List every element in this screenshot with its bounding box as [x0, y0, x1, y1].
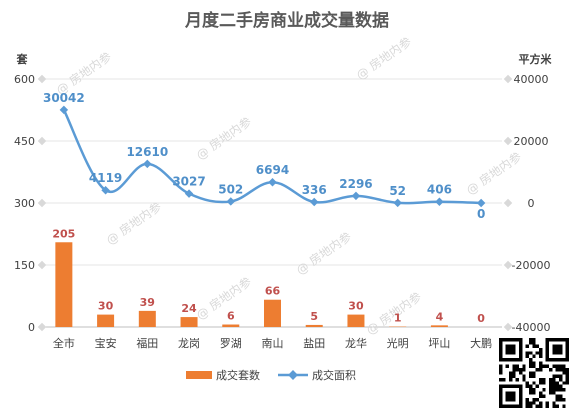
qr-code-icon	[499, 338, 569, 408]
left-tick-label: 600	[14, 73, 35, 86]
line-point	[393, 198, 402, 208]
legend-bar-swatch	[186, 371, 212, 379]
bar-value-label: 39	[140, 296, 155, 309]
bar	[347, 314, 365, 327]
bar-value-label: 30	[348, 300, 364, 313]
line-value-label: 12610	[126, 145, 168, 159]
bar	[138, 310, 156, 327]
category-label: 光明	[387, 336, 409, 350]
left-axis-unit: 套	[17, 52, 29, 66]
line-point	[101, 185, 110, 195]
right-tick-label: -20000	[512, 259, 551, 272]
legend-bar-label: 成交套数	[216, 368, 260, 382]
line-value-label: 52	[389, 184, 406, 198]
line-point	[476, 198, 486, 208]
watermark: @ 房地内参	[353, 34, 414, 83]
line-point	[184, 189, 194, 198]
left-tick-label: 150	[14, 259, 35, 272]
watermark: @ 房地内参	[193, 114, 254, 163]
line-point	[226, 197, 236, 206]
left-tick-marker	[37, 198, 47, 208]
left-tick-marker	[37, 74, 47, 84]
bar-value-label: 5	[310, 310, 318, 323]
bar-value-label: 1	[394, 312, 402, 325]
right-axis-ticks: -40000 -20000 0 20000 40000	[503, 73, 551, 334]
line-value-label: 0	[477, 207, 485, 221]
right-tick-marker	[503, 322, 513, 332]
bar-value-label: 66	[265, 285, 281, 298]
bar	[305, 324, 323, 327]
left-tick-marker	[37, 322, 47, 332]
line-point	[143, 159, 152, 169]
watermark: @ 房地内参	[193, 274, 254, 323]
legend: 成交套数 成交面积	[186, 368, 356, 382]
line-value-label: 2296	[339, 177, 372, 191]
line-value-label: 406	[427, 183, 452, 197]
line-point	[268, 178, 277, 187]
grid-lines	[37, 74, 502, 332]
bar-value-label: 205	[52, 227, 75, 240]
right-axis-unit: 平方米	[519, 52, 553, 66]
line-point	[351, 191, 361, 201]
bar	[97, 314, 115, 327]
line-value-label: 6694	[256, 163, 289, 177]
bar-value-label: 24	[181, 302, 197, 315]
line-value-label: 3027	[172, 175, 205, 189]
category-label: 大鹏	[470, 336, 492, 350]
right-tick-label: 20000	[514, 135, 549, 148]
line-point	[59, 105, 69, 115]
category-labels: 全市 宝安 福田 龙岗 罗湖 南山 盐田 龙华 光明 坪山 大鹏	[53, 336, 492, 350]
bar	[430, 325, 448, 327]
left-tick-label: 300	[14, 197, 35, 210]
bar-value-label: 0	[477, 312, 485, 325]
right-tick-label: -40000	[512, 321, 551, 334]
left-tick-marker	[37, 136, 47, 146]
left-axis-ticks: 0 150 300 450 600	[14, 73, 35, 334]
right-tick-marker	[503, 260, 513, 270]
line-value-label: 30042	[43, 91, 85, 105]
bar	[55, 242, 73, 327]
bar	[222, 324, 240, 327]
legend-line-label: 成交面积	[312, 368, 356, 382]
line-value-label: 336	[302, 183, 327, 197]
bar	[264, 299, 281, 327]
watermark: @ 房地内参	[463, 149, 524, 198]
category-label: 福田	[136, 336, 158, 350]
line-series: 30042 4119 12610 3027 502 6694 336 2296 52 406 0	[43, 91, 486, 221]
watermark: @ 房地内参	[293, 229, 354, 278]
category-label: 全市	[53, 336, 75, 350]
bar-value-label: 30	[98, 300, 114, 313]
line-value-label: 502	[218, 182, 243, 196]
watermark: @ 房地内参	[103, 199, 164, 248]
right-tick-label: 0	[528, 197, 535, 210]
bar-value-label: 4	[436, 310, 444, 323]
line-point	[309, 197, 319, 207]
bar	[180, 317, 198, 327]
right-tick-marker	[503, 198, 513, 208]
category-label: 南山	[262, 337, 284, 350]
category-label: 龙岗	[178, 337, 200, 350]
category-label: 盐田	[303, 337, 325, 350]
category-label: 罗湖	[220, 337, 242, 350]
chart-title: 月度二手房商业成交量数据	[184, 10, 389, 31]
category-label: 宝安	[95, 336, 117, 350]
right-tick-label: 40000	[514, 73, 549, 86]
legend-line-marker	[288, 370, 298, 380]
right-tick-marker	[503, 136, 513, 146]
left-tick-label: 0	[28, 321, 35, 334]
category-label: 龙华	[345, 336, 367, 350]
bar-value-label: 6	[227, 310, 235, 323]
right-tick-marker	[503, 74, 513, 84]
left-tick-label: 450	[14, 135, 35, 148]
category-label: 坪山	[428, 337, 450, 350]
line-point	[435, 197, 444, 206]
line-value-label: 4119	[89, 171, 122, 185]
left-tick-marker	[37, 260, 47, 270]
